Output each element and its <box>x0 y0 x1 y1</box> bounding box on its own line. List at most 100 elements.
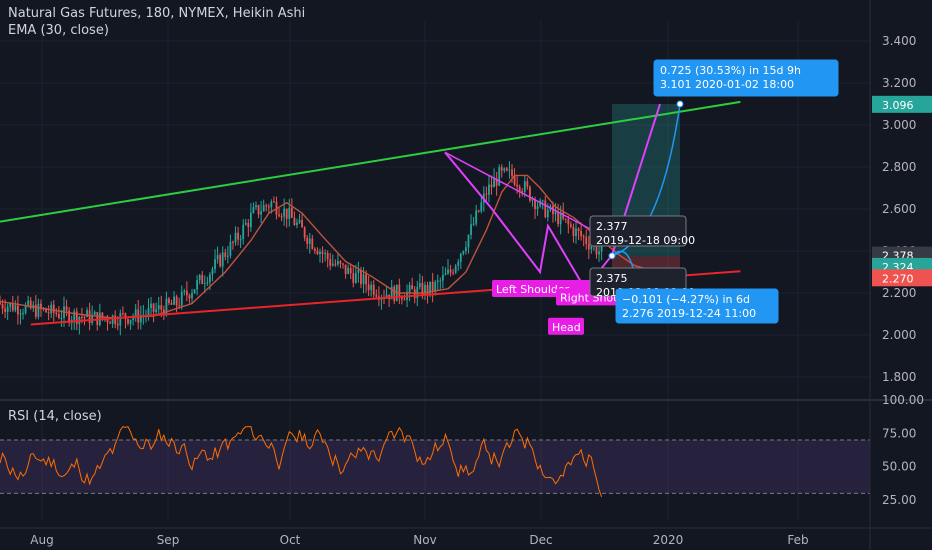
candle-body <box>124 313 127 320</box>
candle-body <box>293 217 296 226</box>
candle-body <box>285 208 288 219</box>
candle-body <box>360 270 362 285</box>
candle-body <box>598 251 600 255</box>
ema-path <box>0 174 666 319</box>
rsi-line <box>0 426 603 498</box>
candle-body <box>198 274 201 281</box>
candle-body <box>237 232 239 240</box>
candle-body <box>503 168 506 171</box>
head-and-shoulders-pattern[interactable] <box>444 100 684 291</box>
time-tick-label: Dec <box>529 533 552 547</box>
candle-body <box>270 201 273 208</box>
candle-body <box>121 313 124 315</box>
candle-body <box>467 235 470 248</box>
candle-body <box>546 210 549 218</box>
candle-body <box>257 205 260 215</box>
candle-body <box>111 315 114 324</box>
candle-body <box>244 223 247 225</box>
candle-body <box>6 306 9 312</box>
candle-body <box>0 301 1 305</box>
projection-start-point <box>608 252 616 260</box>
rsi-tick-label: 75.00 <box>882 426 916 440</box>
candle-body <box>308 238 311 244</box>
candle-body <box>160 305 163 310</box>
candle-body <box>209 274 211 283</box>
candle-body <box>337 261 339 265</box>
candle-body <box>73 311 76 320</box>
pattern-label-bg <box>548 317 584 335</box>
candle-body <box>600 245 603 252</box>
projection-target-point <box>676 100 684 108</box>
candle-body <box>267 206 270 208</box>
candle-body <box>313 248 316 251</box>
candle-body <box>147 307 150 315</box>
candle-body <box>457 261 460 266</box>
candle-body <box>385 294 388 298</box>
candle-body <box>178 305 181 307</box>
candle-body <box>88 310 91 323</box>
candle-body <box>93 312 96 315</box>
stop-annotation-text: 2.276 2019-12-24 11:00 <box>622 307 756 320</box>
candle-body <box>75 311 78 324</box>
candlesticks <box>0 161 603 336</box>
candle-body <box>116 323 119 326</box>
candle-body <box>127 319 129 324</box>
candle-body <box>436 280 439 283</box>
candle-body <box>119 313 122 326</box>
candle-body <box>493 178 495 188</box>
candle-body <box>488 184 490 195</box>
candle-body <box>352 273 355 283</box>
resistance-trendline <box>0 100 741 223</box>
candle-body <box>290 207 293 218</box>
candle-body <box>173 296 175 305</box>
projection-curve-up <box>611 103 681 257</box>
candle-body <box>367 284 370 291</box>
price-tick-label: 3.400 <box>882 34 916 48</box>
candle-body <box>477 210 480 212</box>
candle-body <box>470 224 472 236</box>
candle-body <box>575 228 577 237</box>
candle-body <box>505 168 508 171</box>
candle-body <box>296 222 298 226</box>
candle-body <box>354 272 357 283</box>
time-tick-label: Aug <box>30 533 53 547</box>
candle-body <box>65 306 68 311</box>
candle-body <box>344 264 347 274</box>
candle-body <box>214 259 216 269</box>
candle-body <box>331 263 334 266</box>
time-tick-label: Nov <box>413 533 436 547</box>
candle-body <box>37 303 40 317</box>
candle-body <box>301 220 303 228</box>
rsi-indicator-label: RSI (14, close) <box>8 409 102 424</box>
candle-body <box>342 263 344 265</box>
candle-body <box>595 244 598 255</box>
price-tick-label: 2.800 <box>882 160 916 174</box>
candle-body <box>329 259 332 266</box>
candle-body <box>86 310 88 318</box>
candle-body <box>559 212 562 225</box>
candle-body <box>139 315 142 323</box>
candle-body <box>475 210 478 224</box>
candle-body <box>319 251 321 255</box>
ema-indicator-label: EMA (30, close) <box>8 23 109 38</box>
time-tick-label: 2020 <box>653 533 684 547</box>
candle-body <box>498 167 501 186</box>
candle-body <box>249 212 252 228</box>
candle-body <box>372 284 375 295</box>
candle-body <box>221 252 224 267</box>
candle-body <box>157 305 160 310</box>
candle-body <box>17 305 19 315</box>
candle-body <box>518 186 521 192</box>
candle-body <box>306 237 309 244</box>
candle-body <box>334 263 337 265</box>
candle-body <box>191 293 193 299</box>
candle-body <box>511 169 513 176</box>
candle-body <box>454 265 457 273</box>
time-axis[interactable]: Aug Sep Oct Nov Dec 2020 Feb <box>30 533 808 547</box>
candle-body <box>452 272 455 274</box>
candle-body <box>523 181 526 192</box>
entry-annotation-2-text: 2.375 <box>596 272 628 285</box>
candle-body <box>11 302 14 311</box>
candle-body <box>265 205 268 207</box>
